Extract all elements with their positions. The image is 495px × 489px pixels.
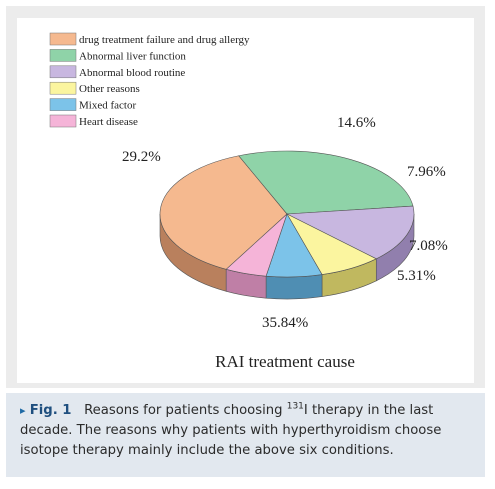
caption-panel: ▸ Fig. 1 Reasons for patients choosing 1… xyxy=(6,393,485,477)
legend-swatch-2 xyxy=(49,65,77,79)
legend-label-4: Mixed factor xyxy=(79,100,136,112)
figure-panel: 35.84% 29.2% 14.6% 7.96% 7.08% 5.31% drug trea… xyxy=(6,6,485,388)
data-label-4: 7.08% xyxy=(409,238,448,254)
legend-swatch-4 xyxy=(49,98,77,111)
caption-label: Fig. 1 xyxy=(29,403,72,418)
data-label-1: 29.2% xyxy=(122,149,161,165)
legend-label-1: Abnormal liver function xyxy=(79,50,186,62)
legend-label-5: Heart disease xyxy=(79,116,138,128)
legend-label-0: drug treatment failure and drug allergy xyxy=(79,34,250,46)
pie-slice-0 xyxy=(159,155,288,270)
data-label-5: 5.31% xyxy=(397,268,436,284)
data-label-2: 14.6% xyxy=(337,115,376,131)
chart-title: RAI treatment cause xyxy=(215,352,355,371)
figure-caption: ▸ Fig. 1 Reasons for patients choosing 1… xyxy=(20,401,476,461)
data-label-3: 7.96% xyxy=(407,164,446,180)
legend-label-2: Abnormal blood routine xyxy=(79,67,185,79)
pie-slice-1 xyxy=(238,150,414,215)
pie-slice-side-4 xyxy=(265,274,323,300)
chart-area: 35.84% 29.2% 14.6% 7.96% 7.08% 5.31% drug trea… xyxy=(17,18,474,383)
legend-label-3: Other reasons xyxy=(79,83,140,95)
data-label-0: 35.84% xyxy=(262,315,308,331)
caption-text-start: Reasons for patients choosing xyxy=(84,403,287,418)
caption-superscript: 131 xyxy=(286,401,304,412)
legend-swatch-0 xyxy=(49,32,77,46)
legend-swatch-1 xyxy=(49,49,77,62)
legend-swatch-3 xyxy=(49,81,77,95)
pie-chart: 35.84% 29.2% 14.6% 7.96% 7.08% 5.31% drug trea… xyxy=(49,32,448,371)
caption-text-end: I therapy in the last decade. The reason… xyxy=(20,403,442,458)
pie-slice-5 xyxy=(225,213,288,277)
caption-marker-icon: ▸ xyxy=(20,404,26,417)
legend-swatch-5 xyxy=(49,114,77,128)
pie-slice-2 xyxy=(285,205,415,260)
